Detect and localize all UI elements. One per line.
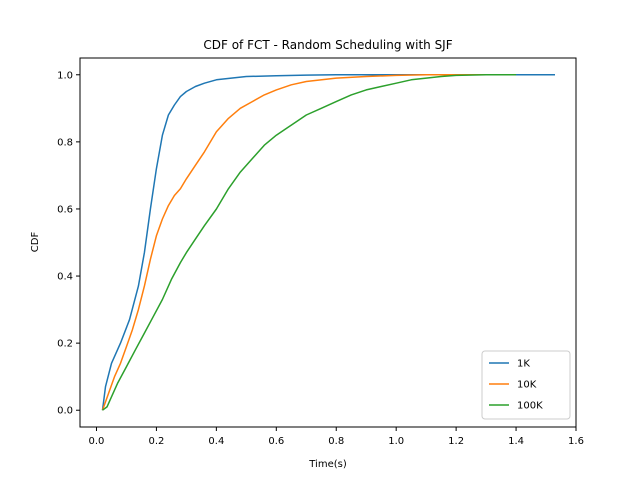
x-axis-label: Time(s) bbox=[308, 459, 347, 470]
series-line-1k bbox=[101, 74, 555, 411]
y-tick-label: 0.6 bbox=[57, 204, 73, 215]
x-tick-label: 0.2 bbox=[148, 436, 164, 447]
x-axis: 0.0 0.2 0.4 0.6 0.8 1.0 1.2 1.4 1.6 bbox=[89, 427, 584, 447]
y-tick-label: 0.2 bbox=[57, 339, 73, 350]
x-tick-label: 1.2 bbox=[448, 436, 464, 447]
plot-lines bbox=[101, 74, 555, 411]
legend-box bbox=[481, 350, 571, 420]
legend: 1K 10K 100K bbox=[481, 350, 571, 420]
chart-title: CDF of FCT - Random Scheduling with SJF bbox=[203, 38, 452, 52]
y-axis-label: CDF bbox=[30, 232, 41, 253]
x-tick-label: 0.8 bbox=[328, 436, 344, 447]
y-axis: 0.0 0.2 0.4 0.6 0.8 1.0 bbox=[57, 70, 80, 417]
plot-frame bbox=[79, 57, 577, 428]
x-tick-label: 0.4 bbox=[208, 436, 224, 447]
series-line-10k bbox=[101, 74, 514, 411]
legend-label: 1K bbox=[517, 359, 530, 370]
legend-label: 100K bbox=[517, 401, 543, 412]
x-tick-label: 1.6 bbox=[568, 436, 584, 447]
y-tick-label: 0.0 bbox=[57, 406, 73, 417]
y-tick-label: 1.0 bbox=[57, 70, 73, 81]
y-tick-label: 0.4 bbox=[57, 272, 73, 283]
x-tick-label: 0.0 bbox=[89, 436, 105, 447]
x-tick-label: 0.6 bbox=[268, 436, 284, 447]
y-tick-label: 0.8 bbox=[57, 137, 73, 148]
x-tick-label: 1.4 bbox=[508, 436, 524, 447]
series-line-100k bbox=[102, 74, 517, 411]
legend-label: 10K bbox=[517, 380, 537, 391]
x-tick-label: 1.0 bbox=[388, 436, 404, 447]
